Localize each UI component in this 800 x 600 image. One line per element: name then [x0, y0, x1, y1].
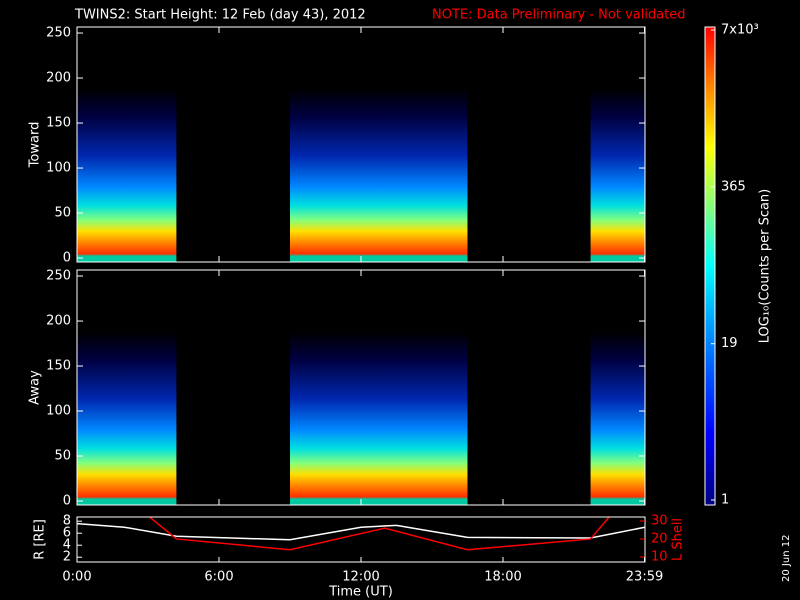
- y-tick-label: 6: [63, 526, 71, 541]
- line: [77, 522, 645, 541]
- y-tick-label: 50: [54, 206, 71, 221]
- y-tick-label: 50: [54, 449, 71, 464]
- x-tick-label: 6:00: [204, 570, 233, 585]
- y-axis-label: Away: [28, 370, 43, 405]
- colorbar-label: LOG₁₀(Counts per Scan): [758, 189, 773, 344]
- y-tick-label: 250: [46, 26, 71, 41]
- spectrogram-block: [590, 270, 645, 505]
- y-tick-label: 100: [46, 404, 71, 419]
- y-tick-label: 150: [46, 116, 71, 131]
- x-tick-label: 0:00: [62, 570, 91, 585]
- colorbar-tick-label: 19: [721, 336, 738, 351]
- title: TWINS2: Start Height: 12 Feb (day 43), 2…: [74, 8, 366, 23]
- y-tick-label: 0: [63, 251, 71, 266]
- x-tick-label: 18:00: [484, 570, 521, 585]
- y-axis-label: R [RE]: [33, 519, 48, 560]
- y-tick-label: 100: [46, 161, 71, 176]
- note: NOTE: Data Preliminary - Not validated: [432, 8, 686, 23]
- y-tick-label: 150: [46, 359, 71, 374]
- axis-frame: [76, 516, 646, 563]
- y-tick-label: 200: [46, 71, 71, 86]
- spectrogram-block: [590, 27, 645, 262]
- x-axis-label: Time (UT): [328, 585, 393, 600]
- y-tick-label: 0: [63, 494, 71, 509]
- colorbar-tick-label: 7x10³: [721, 23, 759, 38]
- x-tick-label: 12:00: [342, 570, 379, 585]
- y-tick-label: 2: [63, 550, 71, 565]
- spectrogram-block: [77, 27, 177, 262]
- y-tick-label: 8: [63, 514, 71, 529]
- y-axis-label: Toward: [28, 122, 43, 169]
- spectrogram-block: [77, 270, 177, 505]
- y-tick-label: 200: [46, 314, 71, 329]
- y2-tick-label: 10: [651, 549, 668, 564]
- colorbar: [704, 26, 716, 506]
- y2-tick-label: 30: [651, 513, 668, 528]
- x-tick-label: 23:59: [626, 570, 663, 585]
- colorbar-tick-label: 365: [721, 179, 746, 194]
- y-tick-label: 4: [63, 538, 71, 553]
- plot-area: [77, 517, 645, 551]
- y-tick-label: 250: [46, 269, 71, 284]
- y2-tick-label: 20: [651, 531, 668, 546]
- spectrogram-block: [290, 270, 468, 505]
- colorbar-tick-label: 1: [721, 493, 729, 508]
- spectrogram-block: [290, 27, 468, 262]
- y2-axis-label: L Shell: [671, 518, 686, 561]
- date-stamp: 20 Jun 12: [781, 535, 792, 582]
- line: [148, 517, 611, 551]
